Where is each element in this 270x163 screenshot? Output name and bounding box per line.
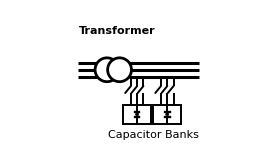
Circle shape [95,58,119,82]
Bar [153,105,181,124]
Text: Capacitor Banks: Capacitor Banks [108,130,199,140]
Circle shape [108,58,131,82]
Circle shape [136,113,139,116]
Text: Transformer: Transformer [79,26,155,36]
Circle shape [166,113,169,116]
Bar [123,105,151,124]
